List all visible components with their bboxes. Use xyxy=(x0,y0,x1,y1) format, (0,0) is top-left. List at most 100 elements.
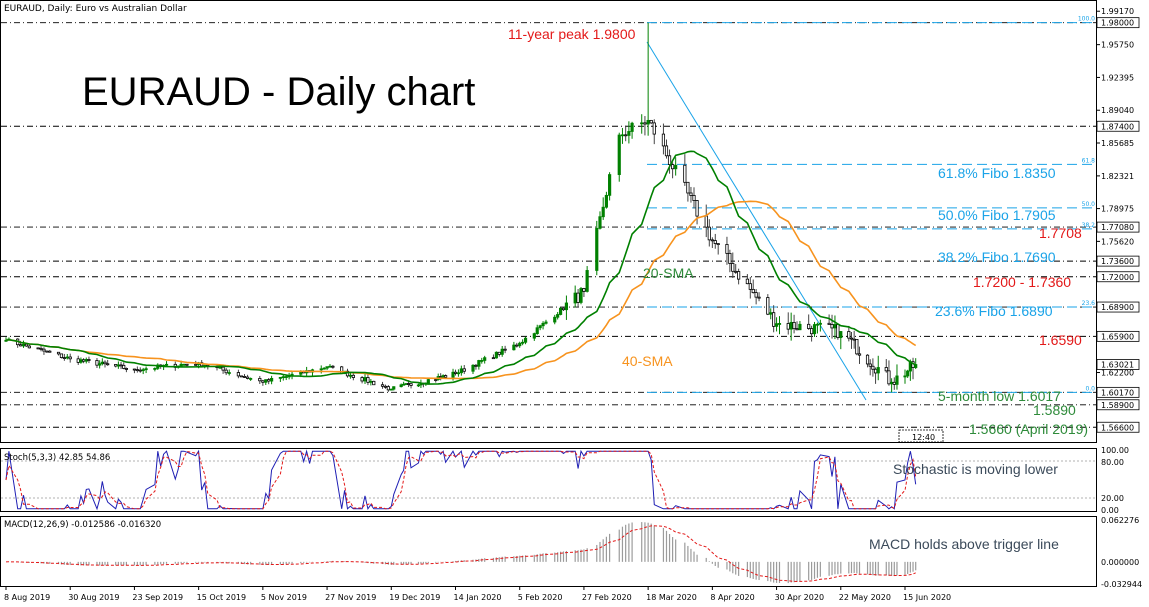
candle xyxy=(847,325,851,342)
candle xyxy=(671,162,675,179)
candle-body xyxy=(483,357,487,361)
candle-body xyxy=(830,324,834,329)
candle xyxy=(538,324,542,331)
candle-body xyxy=(319,368,323,371)
time-tick-label: 22 May 2020 xyxy=(839,593,891,602)
candle xyxy=(906,369,910,378)
candle xyxy=(725,236,729,265)
candle-body xyxy=(36,347,40,350)
candle xyxy=(839,331,843,350)
time-axis: 8 Aug 2019 30 Aug 2019 23 Sep 2019 15 Oct 2… xyxy=(4,586,951,602)
candle-body xyxy=(766,297,770,315)
price-pane: EURAUD, Daily: Euro vs Australian Dollar… xyxy=(0,0,1097,443)
candle-body xyxy=(106,363,110,366)
candle-body xyxy=(444,375,448,378)
candle xyxy=(734,264,738,274)
candle-body xyxy=(836,324,840,339)
time-tick-label: 8 Aug 2019 xyxy=(4,593,50,602)
candle xyxy=(141,367,145,375)
candle-body xyxy=(284,376,288,378)
candle xyxy=(264,379,268,385)
candle xyxy=(218,366,222,369)
candle-body xyxy=(710,239,714,242)
candle xyxy=(640,114,644,134)
candle xyxy=(258,375,262,384)
candle-body xyxy=(556,314,560,318)
candle xyxy=(322,367,326,370)
candle xyxy=(372,380,376,386)
candle-body xyxy=(386,386,390,391)
time-tick-label: 30 Aug 2019 xyxy=(68,593,119,602)
time-tick-label: 23 Sep 2019 xyxy=(132,593,183,602)
candle xyxy=(604,191,608,209)
candle xyxy=(512,341,516,351)
candle-body xyxy=(731,263,735,272)
annotation-label: 1.5660 (April 2019) xyxy=(969,421,1088,437)
candle xyxy=(573,285,577,308)
time-tick-label: 18 Mar 2020 xyxy=(646,593,697,602)
candle xyxy=(477,359,481,370)
price-tick-label: 1.77080 xyxy=(1101,223,1134,232)
candle xyxy=(483,355,487,364)
candle xyxy=(245,374,250,380)
candle-body xyxy=(221,366,225,371)
candle xyxy=(515,342,519,348)
candle xyxy=(769,308,773,320)
candle-body xyxy=(772,312,776,327)
candle-body xyxy=(518,342,522,347)
candle-body xyxy=(392,386,396,390)
time-tick-label: 8 Apr 2020 xyxy=(710,593,754,602)
price-tag-box xyxy=(1096,120,1140,132)
price-tick-label: 1.62200 xyxy=(1101,369,1134,378)
price-pane-frame xyxy=(0,0,1097,443)
macd-tick-label: 0.000000 xyxy=(1101,558,1139,567)
candle-body xyxy=(532,333,536,339)
candle xyxy=(728,249,732,273)
time-tick-label: 19 Dec 2019 xyxy=(389,593,440,602)
candle xyxy=(363,373,367,384)
candle-body xyxy=(434,379,438,381)
candle-body xyxy=(416,384,421,387)
candle-body xyxy=(686,181,690,194)
candlesticks[interactable] xyxy=(4,22,918,393)
candle-body xyxy=(608,174,612,196)
svg-text:12:40: 12:40 xyxy=(912,433,935,442)
annotation-label: 20-SMA xyxy=(643,265,694,281)
candle xyxy=(491,354,496,360)
candle-body xyxy=(674,164,678,170)
candle-body xyxy=(399,384,403,388)
candle xyxy=(579,287,583,305)
candle xyxy=(366,373,370,386)
candle-body xyxy=(561,307,566,311)
candle xyxy=(713,233,717,249)
annotation-label: 38.2% Fibo 1.7690 xyxy=(938,249,1056,265)
candle xyxy=(667,149,672,174)
candle-body xyxy=(218,366,222,369)
candle-body xyxy=(585,270,589,292)
candle xyxy=(95,358,99,369)
candle xyxy=(497,351,501,357)
candle-body xyxy=(124,368,128,370)
candle-body xyxy=(389,388,393,391)
candle-body xyxy=(404,383,408,385)
candle-body xyxy=(884,367,888,372)
macd-annotation: MACD holds above trigger line xyxy=(869,536,1059,552)
candle xyxy=(789,312,793,341)
candle-body xyxy=(491,357,496,360)
time-tick-label: 5 Feb 2020 xyxy=(518,593,563,602)
candle-body xyxy=(792,321,796,330)
candle xyxy=(503,345,507,354)
candle-body xyxy=(79,359,83,363)
candle-body xyxy=(795,328,799,331)
candle-body xyxy=(839,331,843,339)
candle xyxy=(757,292,761,302)
price-tick-label: 1.95750 xyxy=(1101,41,1134,50)
candle-body xyxy=(138,369,142,372)
chart-title: EURAUD - Daily chart xyxy=(82,70,475,114)
stoch-signal-line xyxy=(5,450,917,510)
candle-body xyxy=(224,369,228,374)
candle-body xyxy=(734,270,738,273)
candle-body xyxy=(573,292,577,304)
candle xyxy=(649,119,653,125)
time-tick-label: 15 Oct 2019 xyxy=(197,593,246,602)
